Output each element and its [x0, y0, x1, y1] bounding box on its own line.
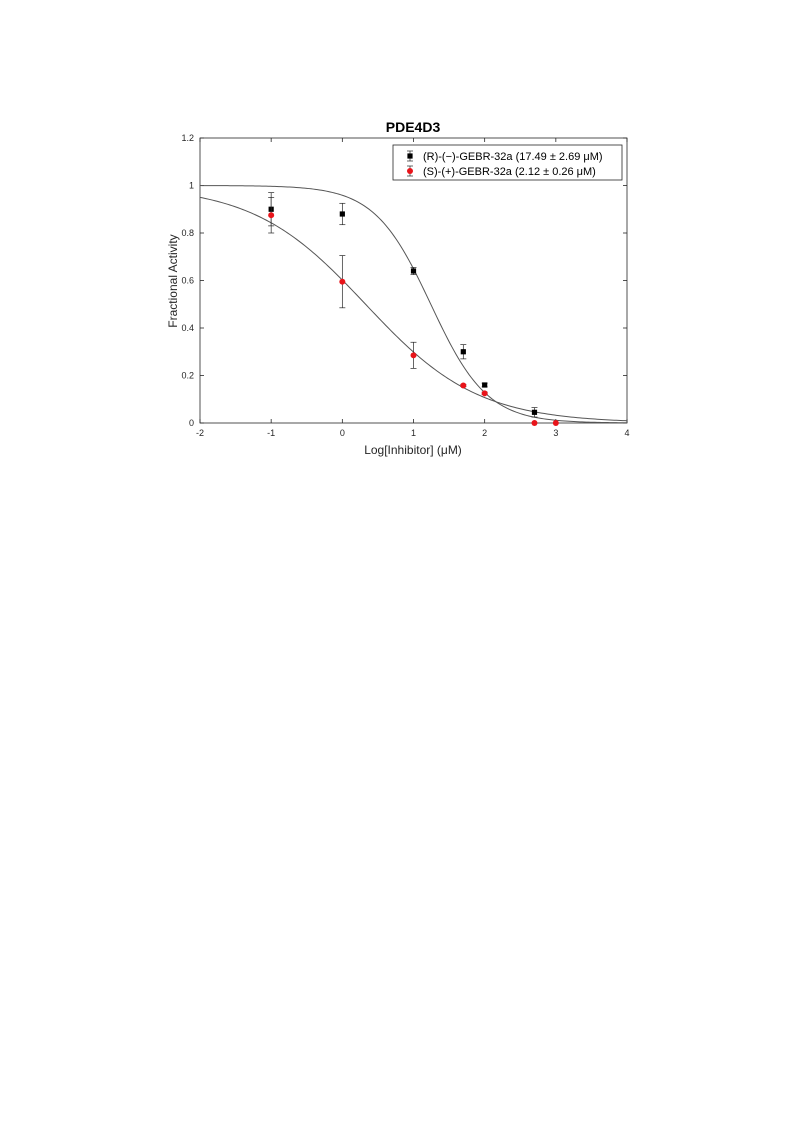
x-tick-label: 0	[340, 428, 345, 438]
legend-marker-series-2	[407, 168, 413, 174]
legend-label-series-1: (R)-(−)-GEBR-32a (17.49 ± 2.69 μM)	[423, 151, 603, 163]
data-point-series-2	[481, 390, 488, 397]
x-axis-label: Log[Inhibitor] (μM)	[364, 443, 462, 457]
y-axis-label: Fractional Activity	[166, 234, 180, 327]
x-tick-label: 3	[553, 428, 558, 438]
data-point-series-1	[460, 349, 466, 355]
x-tick-label: 4	[624, 428, 629, 438]
x-tick-label: 2	[482, 428, 487, 438]
data-point-series-2	[339, 278, 346, 285]
data-point-series-1	[339, 211, 345, 217]
data-point-series-2	[410, 352, 417, 359]
data-point-series-1	[531, 409, 538, 415]
y-tick-label: 0.4	[181, 323, 194, 333]
y-tick-label: 0.6	[181, 276, 194, 286]
data-point-series-2	[268, 212, 275, 219]
fit-curve-series-1	[199, 185, 628, 424]
x-tick-label: -2	[196, 428, 204, 438]
x-tick-label: -1	[267, 428, 275, 438]
y-tick-label: 0.8	[181, 228, 194, 238]
data-point-series-2	[460, 382, 467, 389]
plot-area: -2 -1 0 1 2 3 4 0 0.2 0.4 0.6 0.8 1 1.2	[181, 133, 629, 438]
data-point-series-1	[482, 382, 488, 388]
data-point-series-2	[552, 420, 559, 426]
y-tick-label: 1	[189, 181, 194, 191]
y-tick-label: 1.2	[181, 133, 194, 143]
chart-title: PDE4D3	[386, 119, 441, 135]
legend-box	[392, 144, 623, 181]
data-point-series-2	[531, 420, 538, 426]
axes-frame	[199, 137, 628, 424]
x-tick-label: 1	[411, 428, 416, 438]
legend-label-series-2: (S)-(+)-GEBR-32a (2.12 ± 0.26 μM)	[423, 166, 596, 178]
y-tick-label: 0	[189, 418, 194, 428]
legend-marker-series-1	[407, 153, 413, 159]
data-point-series-1	[410, 268, 417, 274]
y-tick-label: 0.2	[181, 371, 194, 381]
fit-curve-series-2	[199, 196, 628, 422]
legend: (R)-(−)-GEBR-32a (17.49 ± 2.69 μM) (S)-(…	[392, 144, 623, 181]
